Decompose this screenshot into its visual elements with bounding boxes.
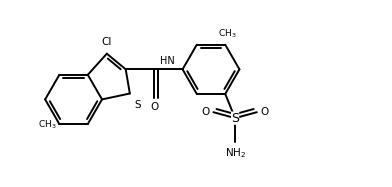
Text: O: O [201,107,209,117]
Text: O: O [150,102,158,113]
Text: NH$_2$: NH$_2$ [225,146,246,160]
Text: CH$_3$: CH$_3$ [38,119,57,131]
Text: O: O [261,107,269,117]
Text: Cl: Cl [102,37,112,47]
Text: HN: HN [160,56,174,66]
Text: S: S [231,112,239,125]
Text: CH$_3$: CH$_3$ [218,27,236,40]
Text: S: S [134,100,141,110]
